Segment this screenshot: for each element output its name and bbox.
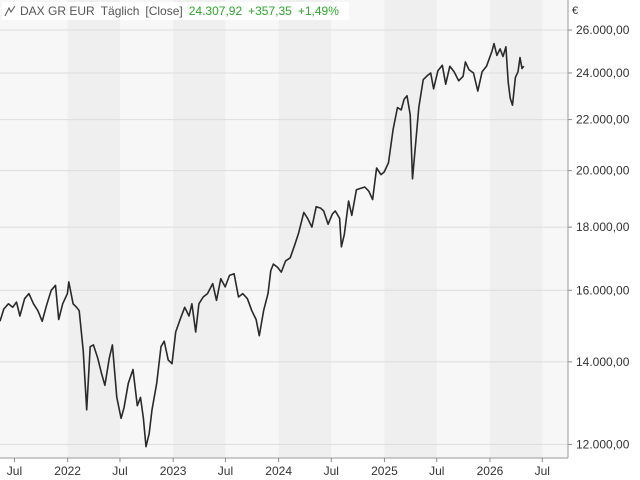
- time-band: [489, 0, 543, 458]
- x-tick-label: 2025: [371, 464, 398, 478]
- interval-label: Täglich: [100, 4, 140, 18]
- x-tick-label: 2024: [265, 464, 292, 478]
- x-tick-label: Jul: [218, 464, 233, 478]
- y-tick-label: 14.000,00: [576, 355, 630, 369]
- x-tick-label: Jul: [112, 464, 127, 478]
- y-tick-label: 12.000,00: [576, 437, 630, 451]
- y-tick-label: 18.000,00: [576, 220, 630, 234]
- time-band: [278, 0, 332, 458]
- line-chart-icon: [4, 5, 16, 17]
- y-tick-label: 26.000,00: [576, 23, 630, 37]
- instrument-name: DAX GR EUR: [20, 4, 95, 18]
- y-tick-label: 24.000,00: [576, 66, 630, 80]
- price-change-percent: +1,49%: [297, 4, 339, 18]
- y-tick-label: 16.000,00: [576, 283, 630, 297]
- y-tick-label: 20.000,00: [576, 164, 630, 178]
- x-tick-label: Jul: [535, 464, 550, 478]
- price-mode-label: [Close]: [145, 4, 183, 18]
- x-tick-label: 2026: [477, 464, 504, 478]
- chart-legend: DAX GR EUR Täglich [Close] 24.307,92 +357,35…: [2, 2, 349, 20]
- x-tick-label: Jul: [324, 464, 339, 478]
- time-band: [67, 0, 120, 458]
- x-tick-label: Jul: [7, 464, 22, 478]
- x-tick-label: 2022: [54, 464, 81, 478]
- x-tick-label: Jul: [429, 464, 444, 478]
- x-tick-label: 2023: [160, 464, 187, 478]
- time-band: [384, 0, 437, 458]
- y-tick-label: 22.000,00: [576, 113, 630, 127]
- price-change: +357,35: [248, 4, 292, 18]
- price-line: [0, 42, 525, 448]
- last-price: 24.307,92: [188, 4, 243, 18]
- time-band: [173, 0, 226, 458]
- currency-symbol: €: [572, 5, 578, 17]
